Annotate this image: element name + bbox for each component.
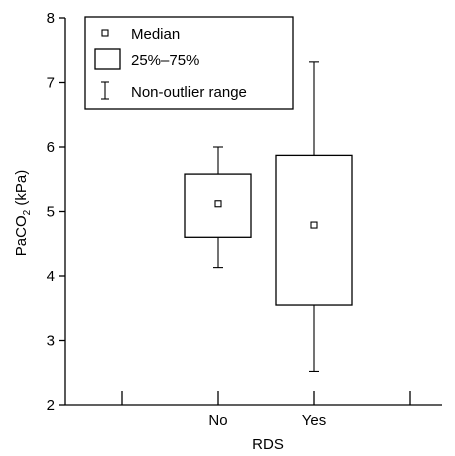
legend: Median 25%–75% Non-outlier range — [84, 16, 294, 110]
box-no — [184, 146, 252, 269]
legend-median-square-icon — [101, 29, 109, 37]
legend-box-icon — [94, 48, 121, 70]
median-marker — [214, 200, 222, 208]
y-tick-label: 3 — [47, 333, 55, 350]
legend-label-whisker: Non-outlier range — [131, 84, 247, 101]
x-tick-label: No — [208, 412, 227, 429]
y-axis-label: PaCO2 (kPa) — [13, 170, 33, 256]
y-axis-label-mid: CO — [13, 215, 30, 238]
y-axis-ticks: 2 3 4 5 6 7 8 — [47, 10, 65, 414]
x-axis-label: RDS — [252, 436, 284, 453]
y-axis-label-sub: 2 — [22, 209, 33, 215]
y-tick-label: 4 — [47, 268, 55, 285]
y-tick-label: 5 — [47, 204, 55, 221]
x-tick-label: Yes — [302, 412, 326, 429]
y-axis-label-pre: Pa — [13, 237, 30, 256]
legend-label-median: Median — [131, 26, 180, 43]
iqr-box — [275, 154, 353, 306]
median-marker — [310, 221, 318, 229]
box-yes — [275, 61, 353, 373]
box-series — [184, 61, 353, 373]
y-tick-label: 8 — [47, 10, 55, 27]
x-axis-ticks: No Yes — [121, 391, 411, 429]
y-tick-label: 6 — [47, 139, 55, 156]
legend-whisker-icon — [101, 81, 109, 100]
y-tick-label: 7 — [47, 75, 55, 92]
y-axis-label-post: (kPa) — [13, 170, 30, 210]
legend-label-box: 25%–75% — [131, 52, 199, 69]
y-tick-label: 2 — [47, 397, 55, 414]
